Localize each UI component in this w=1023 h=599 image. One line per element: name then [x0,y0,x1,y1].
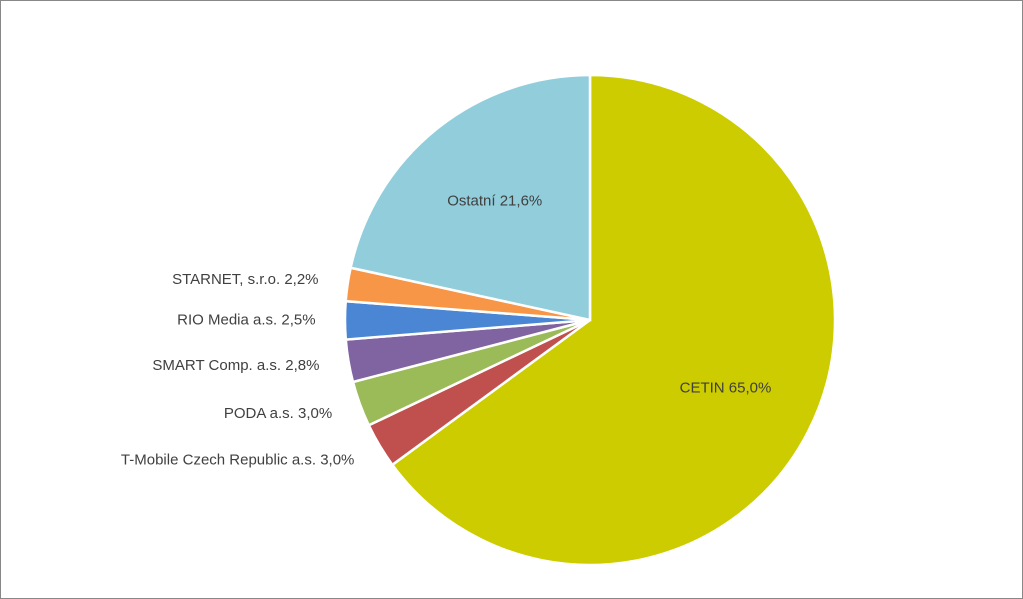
slice-label: RIO Media a.s. 2,5% [177,311,315,328]
pie-slice [349,73,592,322]
slice-value: 2,5% [281,311,315,328]
slice-name: PODA a.s. [224,405,294,422]
slice-label: T-Mobile Czech Republic a.s. 3,0% [121,452,354,469]
slice-value: 2,8% [285,357,319,374]
pie-slice [390,73,837,567]
slice-name: CETIN [680,380,725,397]
slice-label: Ostatní 21,6% [447,193,542,210]
slice-value: 65,0% [729,380,772,397]
slice-name: STARNET, s.r.o. [172,271,280,288]
slice-value: 3,0% [320,452,354,469]
slice-name: RIO Media a.s. [177,311,277,328]
slice-name: SMART Comp. a.s. [152,357,281,374]
slice-label: CETIN 65,0% [680,380,772,397]
slice-label: STARNET, s.r.o. 2,2% [172,271,318,288]
slice-name: Ostatní [447,193,496,210]
slice-name: T-Mobile Czech Republic a.s. [121,452,316,469]
slice-value: 21,6% [500,193,543,210]
slice-label: PODA a.s. 3,0% [224,405,332,422]
slice-value: 3,0% [298,405,332,422]
slice-label: SMART Comp. a.s. 2,8% [152,357,319,374]
slice-value: 2,2% [284,271,318,288]
